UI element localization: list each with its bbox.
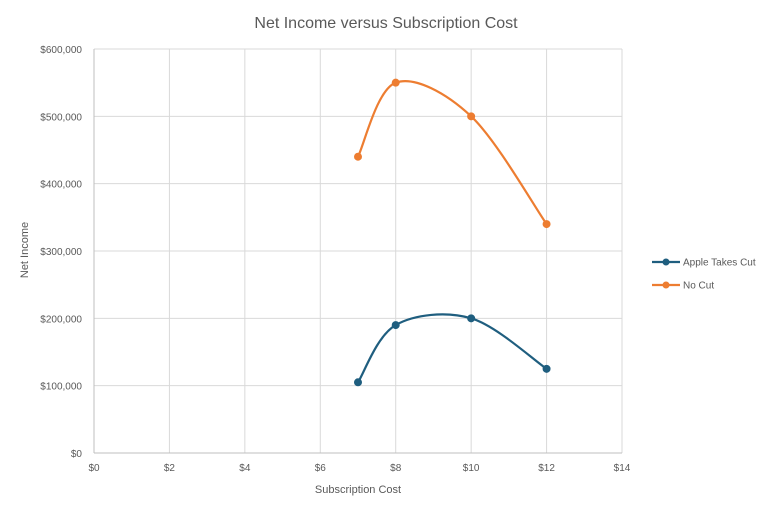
legend-marker [662, 281, 670, 289]
x-tick-label: $8 [390, 463, 402, 474]
y-tick-label: $0 [71, 449, 83, 460]
data-point [391, 78, 400, 87]
x-tick-label: $4 [239, 463, 251, 474]
y-tick-label: $300,000 [40, 247, 82, 258]
x-tick-label: $0 [88, 463, 100, 474]
y-axis-label: Net Income [19, 222, 31, 278]
x-tick-label: $10 [463, 463, 480, 474]
plot-series [354, 78, 551, 387]
legend-marker [662, 258, 670, 266]
x-tick-label: $2 [164, 463, 176, 474]
data-point [354, 378, 362, 387]
x-tick-label: $14 [614, 463, 631, 474]
legend: Apple Takes Cut No Cut [652, 258, 756, 292]
series-1 [354, 78, 551, 229]
data-point [467, 314, 476, 323]
chart-title: Net Income versus Subscription Cost [254, 15, 518, 32]
x-axis-label: Subscription Cost [315, 484, 401, 496]
data-point [542, 220, 551, 229]
y-tick-label: $600,000 [40, 45, 82, 56]
series-0 [354, 313, 551, 387]
x-tick-label: $12 [538, 463, 555, 474]
y-tick-label: $500,000 [40, 112, 82, 123]
legend-entry: No Cut [652, 281, 714, 292]
legend-label: Apple Takes Cut [683, 258, 756, 269]
data-point [354, 152, 362, 161]
legend-entry: Apple Takes Cut [652, 258, 756, 269]
x-tick-labels: $0 $2 $4 $6 $8 $10 $12 $14 [88, 463, 630, 474]
data-point [467, 112, 476, 121]
y-tick-labels: $0 $100,000 $200,000 $300,000 $400,000 $500,0… [40, 45, 82, 460]
axes [93, 49, 622, 454]
data-point [391, 321, 400, 330]
grid-lines [94, 48, 623, 453]
y-tick-label: $100,000 [40, 382, 82, 393]
series-line [356, 313, 548, 384]
y-tick-label: $400,000 [40, 180, 82, 191]
data-point [542, 364, 551, 373]
series-line [356, 80, 548, 226]
legend-label: No Cut [683, 281, 714, 292]
y-tick-label: $200,000 [40, 314, 82, 325]
x-tick-label: $6 [315, 463, 327, 474]
